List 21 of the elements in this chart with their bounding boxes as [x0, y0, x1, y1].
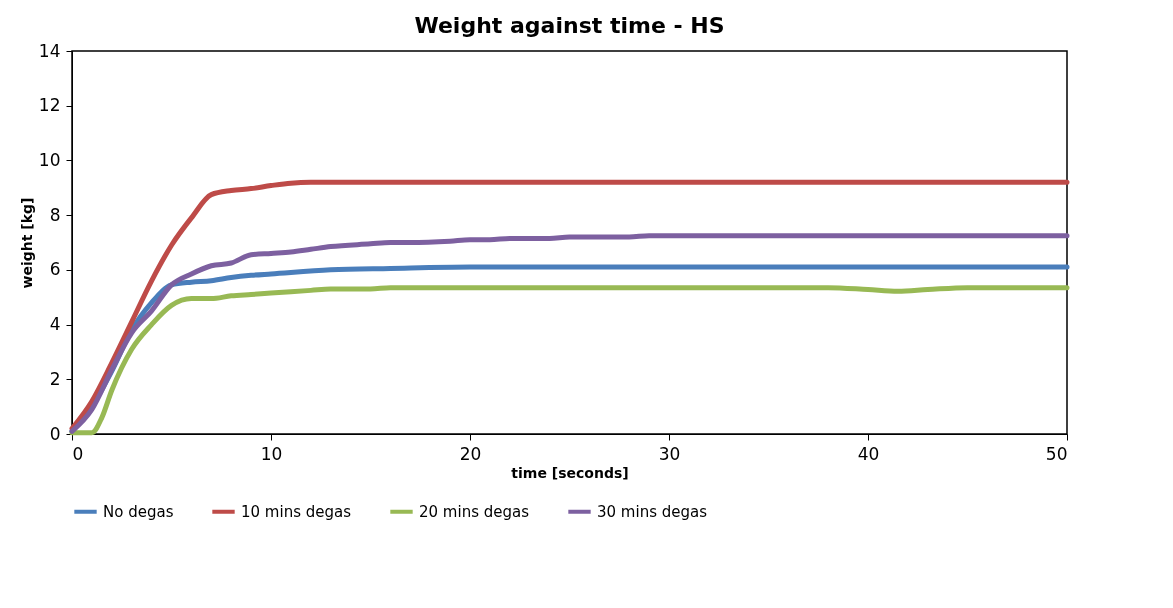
legend-label: 20 mins degas: [419, 502, 530, 521]
y-tick-label: 12: [38, 95, 61, 116]
legend-label: No degas: [103, 502, 174, 521]
y-tick-label: 0: [49, 423, 61, 444]
y-tick-label: 10: [38, 149, 61, 170]
y-axis-title: weight [kg]: [18, 197, 35, 289]
legend-label: 10 mins degas: [241, 502, 352, 521]
x-tick-label: 30: [658, 443, 681, 464]
x-tick-label: 20: [459, 443, 482, 464]
x-axis-title: time [seconds]: [511, 464, 629, 481]
chart-title: Weight against time - HS: [414, 13, 725, 38]
y-tick-label: 8: [49, 204, 61, 225]
legend-label: 30 mins degas: [597, 502, 708, 521]
x-tick-label: 10: [260, 443, 283, 464]
x-tick-label: 40: [857, 443, 880, 464]
y-tick-label: 6: [49, 259, 61, 280]
y-tick-label: 4: [49, 314, 61, 335]
y-tick-label: 2: [49, 368, 61, 389]
y-tick-label: 14: [38, 40, 61, 61]
x-tick-label: 0: [72, 443, 84, 464]
x-tick-label: 50: [1045, 443, 1068, 464]
